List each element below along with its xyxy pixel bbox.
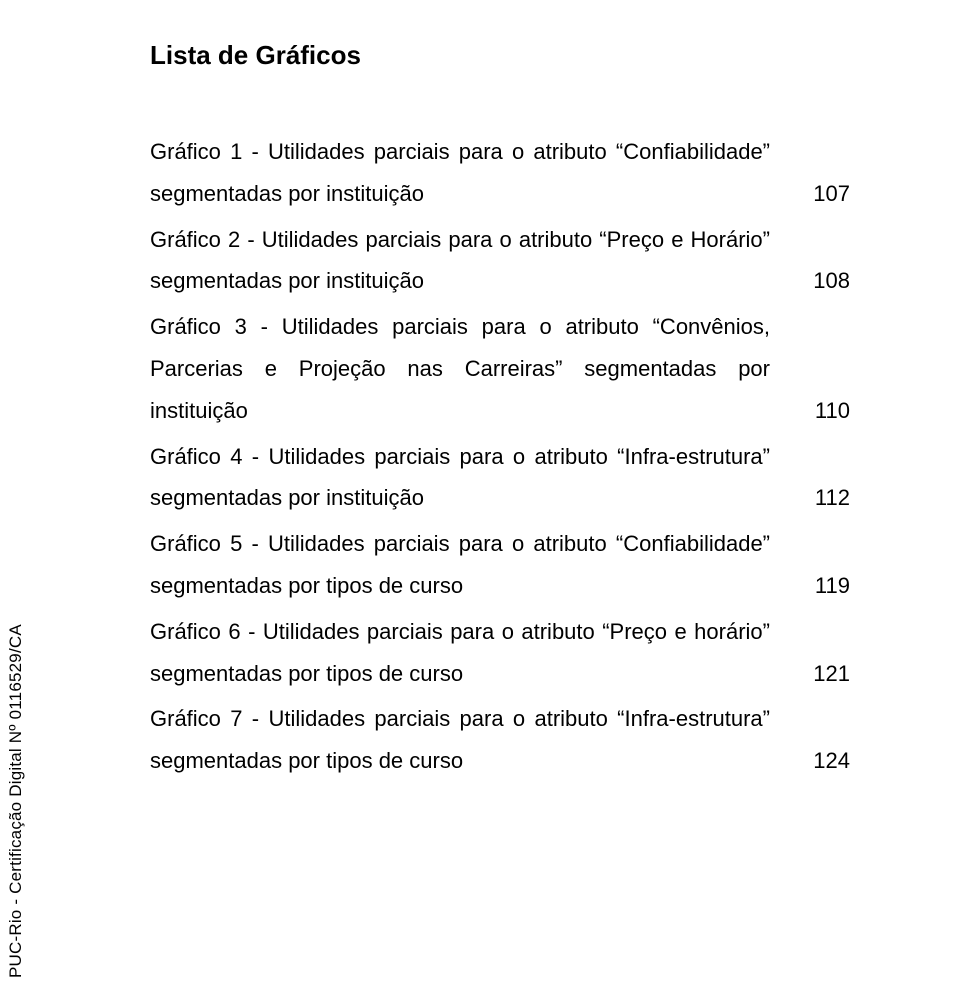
page-title: Lista de Gráficos xyxy=(150,40,850,71)
toc-entry: Gráfico 7 - Utilidades parciais para o a… xyxy=(150,698,850,782)
toc-entry-text: Gráfico 4 - Utilidades parciais para o a… xyxy=(150,436,800,520)
toc-entry: Gráfico 1 - Utilidades parciais para o a… xyxy=(150,131,850,215)
toc-entry-text: Gráfico 2 - Utilidades parciais para o a… xyxy=(150,219,800,303)
certification-side-label: PUC-Rio - Certificação Digital Nº 011652… xyxy=(6,624,26,978)
toc-entry-text: Gráfico 1 - Utilidades parciais para o a… xyxy=(150,131,800,215)
toc-list: Gráfico 1 - Utilidades parciais para o a… xyxy=(150,131,850,782)
toc-entry-page: 112 xyxy=(800,477,850,519)
toc-entry: Gráfico 3 - Utilidades parciais para o a… xyxy=(150,306,850,431)
toc-entry-page: 119 xyxy=(800,565,850,607)
toc-entry-text: Gráfico 3 - Utilidades parciais para o a… xyxy=(150,306,800,431)
toc-entry-page: 108 xyxy=(800,260,850,302)
toc-entry: Gráfico 6 - Utilidades parciais para o a… xyxy=(150,611,850,695)
toc-entry-page: 124 xyxy=(800,740,850,782)
toc-entry: Gráfico 4 - Utilidades parciais para o a… xyxy=(150,436,850,520)
document-page: Lista de Gráficos Gráfico 1 - Utilidades… xyxy=(0,0,960,993)
toc-entry-page: 121 xyxy=(800,653,850,695)
toc-entry-text: Gráfico 6 - Utilidades parciais para o a… xyxy=(150,611,800,695)
toc-entry-text: Gráfico 5 - Utilidades parciais para o a… xyxy=(150,523,800,607)
toc-entry-page: 110 xyxy=(800,390,850,432)
toc-entry-page: 107 xyxy=(800,173,850,215)
toc-entry: Gráfico 2 - Utilidades parciais para o a… xyxy=(150,219,850,303)
toc-entry: Gráfico 5 - Utilidades parciais para o a… xyxy=(150,523,850,607)
toc-entry-text: Gráfico 7 - Utilidades parciais para o a… xyxy=(150,698,800,782)
